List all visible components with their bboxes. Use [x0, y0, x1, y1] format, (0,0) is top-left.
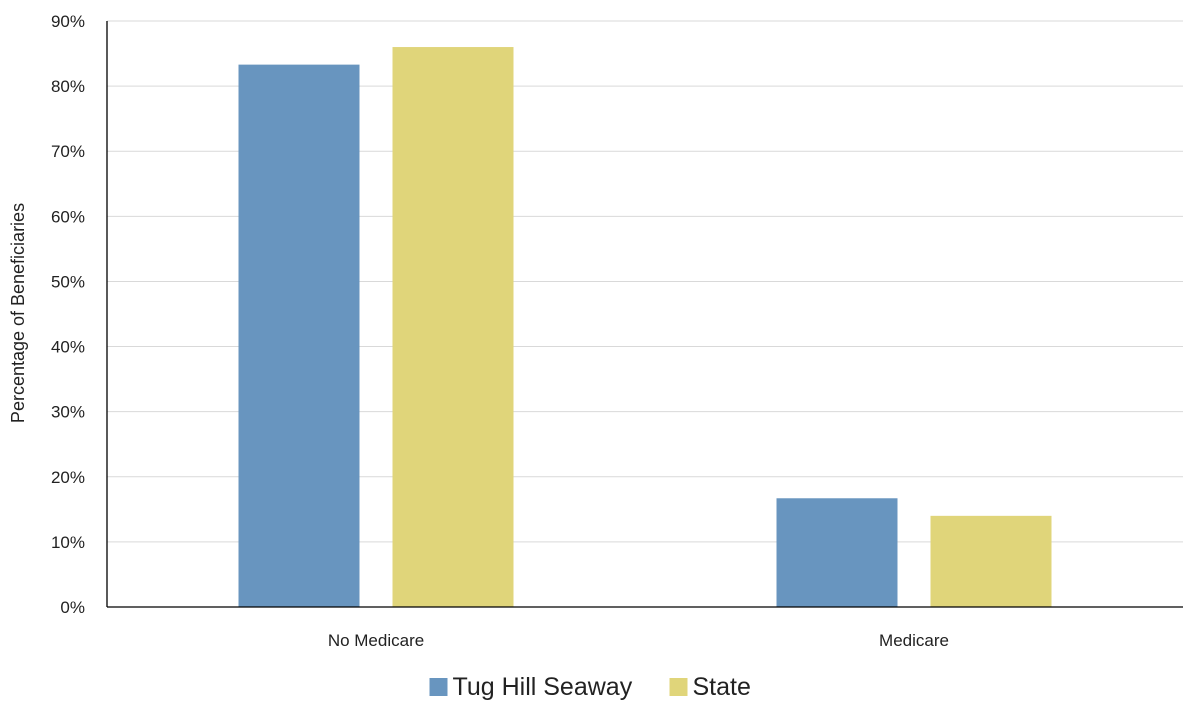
x-category-label: No Medicare [328, 631, 424, 650]
legend-swatch [429, 678, 448, 696]
legend-swatch [669, 678, 688, 696]
y-tick-label: 50% [51, 272, 85, 291]
x-category-label: Medicare [879, 631, 949, 650]
bar-no-medicare-state [392, 47, 514, 608]
y-tick-label: 20% [51, 468, 85, 487]
y-tick-label: 70% [51, 142, 85, 161]
legend: Tug Hill Seaway State [429, 673, 751, 701]
y-tick-label: 30% [51, 403, 85, 422]
y-tick-label: 10% [51, 533, 85, 552]
legend-label: Tug Hill Seaway [453, 673, 633, 701]
legend-item: State [669, 673, 751, 701]
y-tick-label: 80% [51, 77, 85, 96]
bar-medicare-state [930, 515, 1052, 607]
y-tick-label: 0% [60, 598, 85, 617]
y-tick-label: 90% [51, 12, 85, 31]
axes [106, 21, 1183, 608]
y-axis-title: Percentage of Beneficiaries [8, 203, 28, 423]
x-category-labels: No Medicare Medicare [328, 631, 949, 650]
y-tick-label: 40% [51, 338, 85, 357]
bar-no-medicare-tug-hill-seaway [238, 64, 360, 607]
legend-label: State [693, 673, 751, 701]
y-tick-label: 60% [51, 207, 85, 226]
legend-item: Tug Hill Seaway [429, 673, 633, 701]
bar-medicare-tug-hill-seaway [776, 498, 898, 607]
y-tick-labels: 0% 10% 20% 30% 40% 50% 60% 70% 80% 90% [51, 12, 85, 617]
bars [238, 47, 1052, 608]
